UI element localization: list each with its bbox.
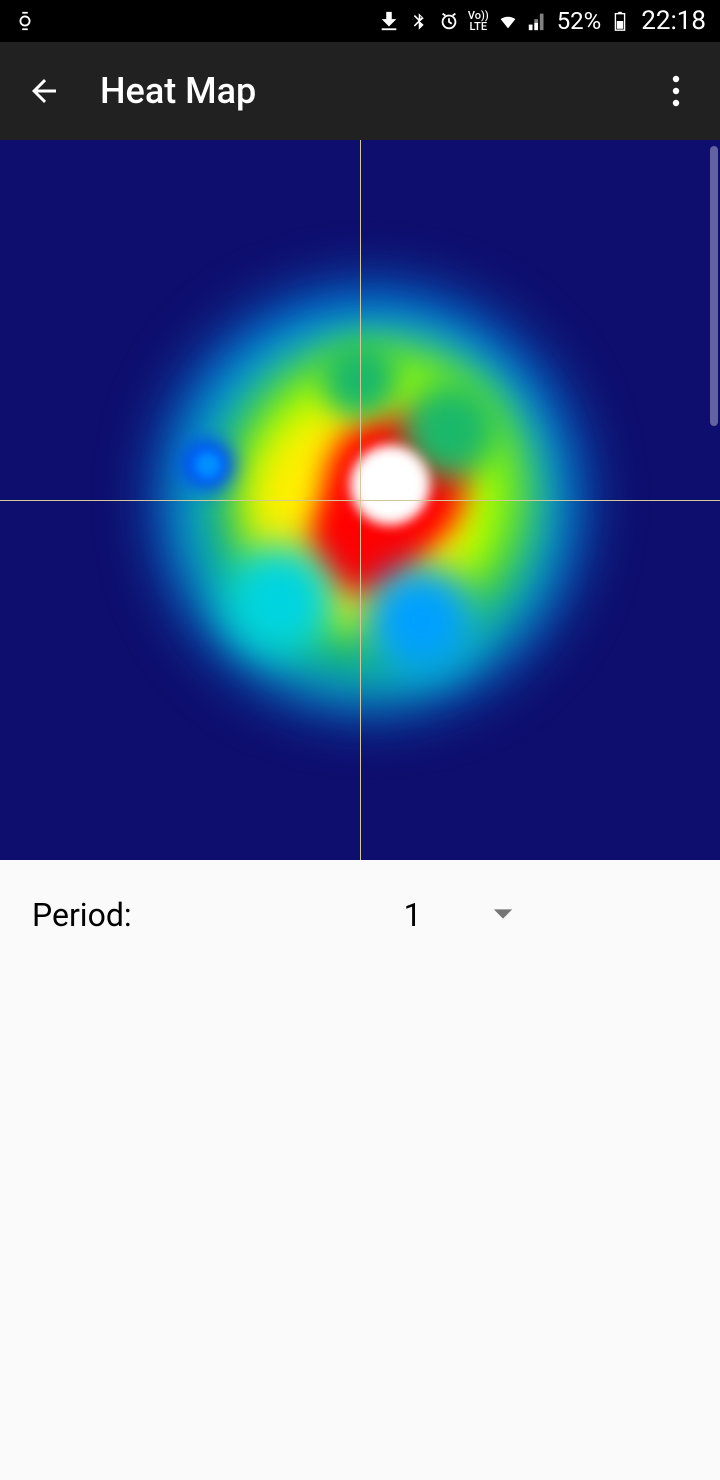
wifi-icon: [497, 10, 519, 32]
volte-icon: Vo))LTE: [468, 10, 489, 32]
heat-blob: [350, 445, 430, 525]
more-vert-icon: [672, 75, 680, 107]
heat-blob: [225, 545, 335, 655]
heat-blob: [194, 451, 222, 479]
status-left: [14, 10, 36, 32]
controls-panel: Period: 1: [0, 860, 720, 970]
signal-icon: [527, 10, 549, 32]
crosshair-horizontal: [0, 500, 720, 501]
page-title: Heat Map: [100, 70, 652, 112]
period-dropdown[interactable]: 1: [392, 888, 526, 942]
scroll-indicator: [710, 146, 718, 426]
heatmap-canvas[interactable]: [0, 140, 720, 860]
chevron-down-icon: [492, 906, 514, 925]
back-button[interactable]: [20, 67, 68, 115]
battery-percent: 52%: [557, 7, 602, 35]
watch-icon: [14, 10, 36, 32]
status-right: Vo))LTE 52% 22:18: [378, 6, 706, 36]
bluetooth-icon: [408, 10, 430, 32]
alarm-icon: [438, 10, 460, 32]
heat-blob: [365, 565, 475, 675]
download-icon: [378, 10, 400, 32]
battery-icon: [609, 10, 631, 32]
more-options-button[interactable]: [652, 67, 700, 115]
arrow-left-icon: [26, 73, 62, 109]
period-value: 1: [404, 896, 422, 934]
app-bar: Heat Map: [0, 42, 720, 140]
clock-time: 22:18: [641, 6, 706, 36]
period-label: Period:: [32, 896, 132, 934]
status-bar: Vo))LTE 52% 22:18: [0, 0, 720, 42]
